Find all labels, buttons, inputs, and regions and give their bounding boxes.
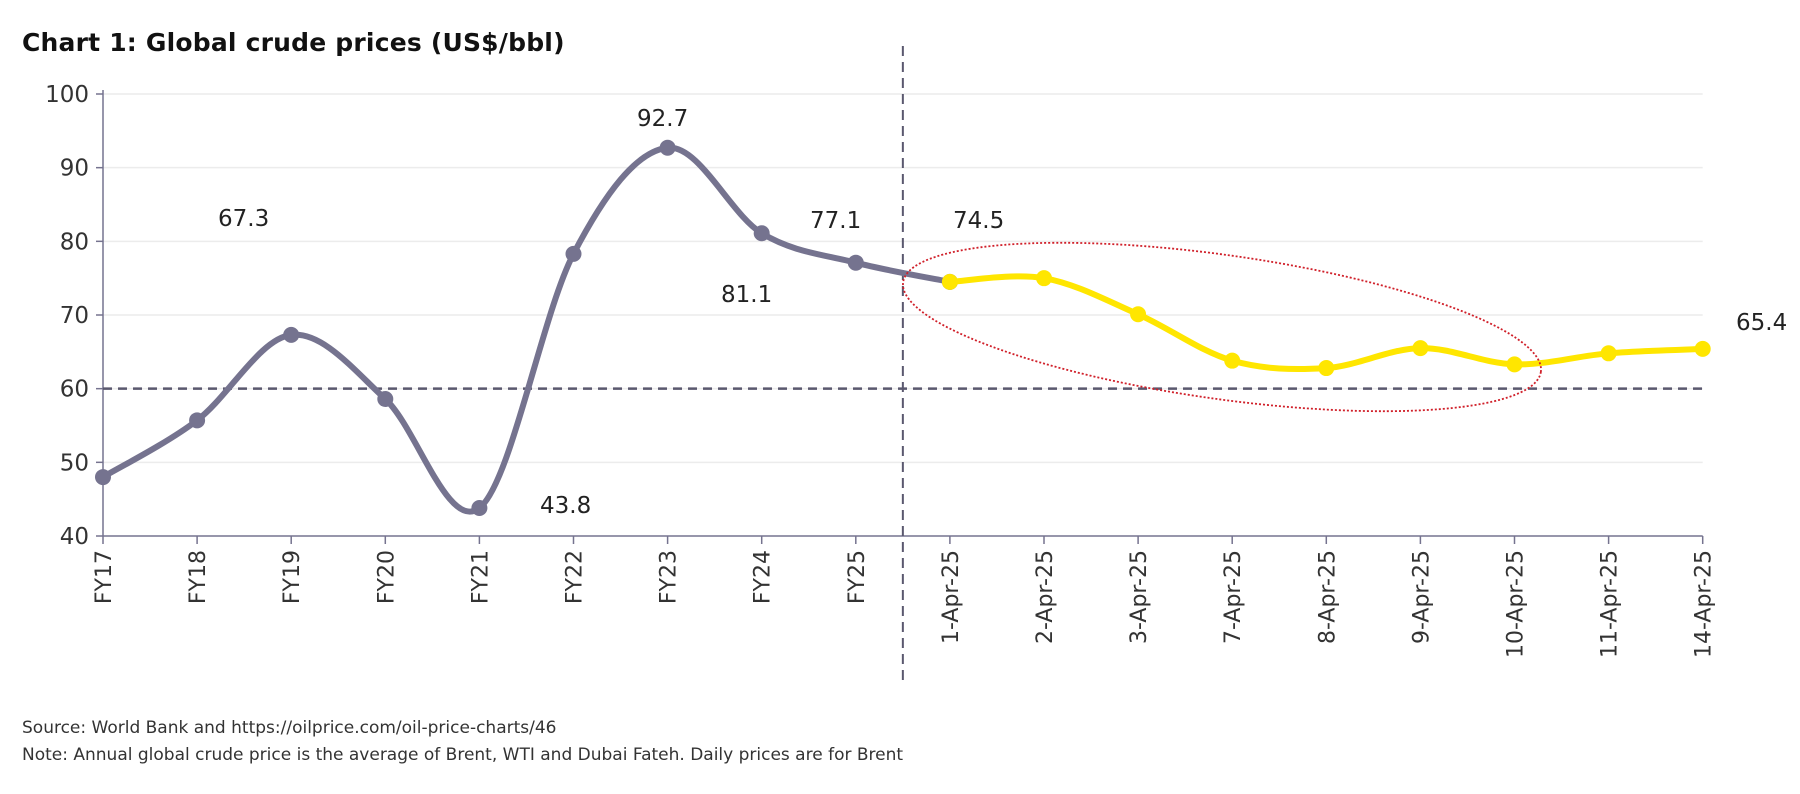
data-point-annual [377,390,394,407]
y-tick-label: 80 [60,229,89,255]
footnote: Note: Annual global crude price is the a… [22,745,904,765]
y-tick-label: 60 [60,377,89,403]
x-tick-label: 2-Apr-25 [1033,550,1058,644]
data-point-annual [283,326,300,343]
x-tick-label: 3-Apr-25 [1127,550,1152,644]
y-tick-label: 40 [60,524,89,550]
x-tick-label: 14-Apr-25 [1692,550,1717,658]
x-tick-label: 11-Apr-25 [1598,550,1623,658]
data-label: 77.1 [810,208,861,234]
data-label: 92.7 [637,106,688,132]
data-point-daily [941,273,958,290]
series-line-annual [100,144,953,515]
data-label: 81.1 [721,282,772,308]
x-tick-label: 1-Apr-25 [939,550,964,644]
chart-title: Chart 1: Global crude prices (US$/bbl) [22,28,565,57]
x-tick-label: FY20 [374,550,399,604]
data-point-annual [189,412,206,429]
x-tick-label: FY23 [657,550,682,604]
data-point-daily [1224,352,1241,369]
data-label: 67.3 [218,206,269,232]
data-point-daily [1694,340,1711,357]
data-point-daily [1412,340,1429,357]
data-label: 65.4 [1736,310,1787,336]
highlight-ellipse [902,241,1542,413]
x-tick-label: 9-Apr-25 [1409,550,1434,644]
data-point-daily [1506,356,1523,373]
data-point-annual [471,500,488,517]
data-label: 43.8 [540,493,591,519]
y-tick-label: 50 [60,450,89,476]
data-point-annual [847,254,864,271]
data-label: 74.5 [953,208,1004,234]
x-tick-label: FY25 [845,550,870,604]
x-tick-label: 10-Apr-25 [1504,550,1529,658]
y-tick-label: 70 [60,303,89,329]
x-tick-label: 7-Apr-25 [1221,550,1246,644]
y-tick-label: 100 [45,82,89,108]
x-tick-label: FY22 [563,550,588,604]
data-point-annual [753,225,770,242]
data-point-daily [1130,306,1147,323]
y-tick-label: 90 [60,156,89,182]
source-note: Source: World Bank and https://oilprice.… [22,718,557,738]
data-point-daily [1600,345,1617,362]
data-point-daily [1318,360,1335,377]
series-line-daily [946,273,1706,373]
x-tick-label: FY19 [280,550,305,604]
x-tick-label: FY17 [92,550,117,604]
data-point-annual [565,245,582,262]
x-tick-label: FY24 [751,550,776,604]
x-tick-label: 8-Apr-25 [1315,550,1340,644]
data-point-daily [1036,270,1052,287]
data-point-annual [95,469,111,486]
data-point-annual [659,139,676,156]
x-tick-label: FY18 [186,550,211,604]
x-tick-label: FY21 [468,550,493,604]
